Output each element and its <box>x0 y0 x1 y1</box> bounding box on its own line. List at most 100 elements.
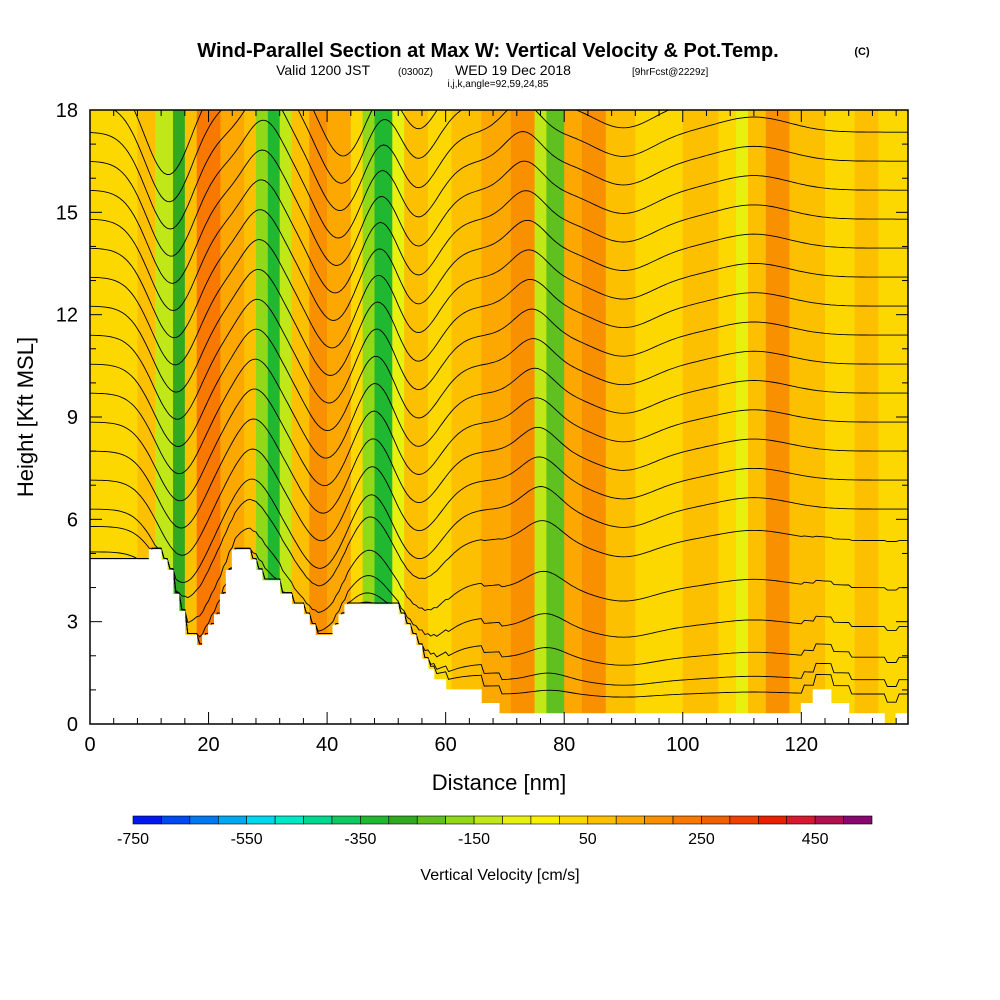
colorbar-swatch <box>303 815 333 825</box>
w-band-23 <box>534 110 547 724</box>
colorbar-swatch <box>502 815 532 825</box>
theta-contour-10 <box>90 358 908 475</box>
w-band-25 <box>564 110 583 724</box>
w-band-3 <box>172 110 186 724</box>
chart-title: Wind-Parallel Section at Max W: Vertical… <box>197 40 778 62</box>
theta-contour-15 <box>90 209 908 339</box>
colorbar-swatch <box>246 815 276 825</box>
w-band-32 <box>747 110 767 724</box>
y-tick-label: 18 <box>56 100 78 122</box>
terrain-mask <box>90 549 908 724</box>
w-band-19 <box>427 110 453 724</box>
colorbar-swatch <box>445 815 475 825</box>
chart-subtitle: Valid 1200 JST (0300Z) WED 19 Dec 2018 [… <box>276 62 708 78</box>
colorbar-swatch <box>843 815 873 825</box>
colorbar-swatch <box>587 815 617 825</box>
w-band-15 <box>362 110 376 724</box>
x-tick-label: 40 <box>316 734 338 756</box>
y-tick-label: 6 <box>67 509 78 531</box>
colorbar-swatch <box>132 815 162 825</box>
colorbar-swatch <box>388 815 418 825</box>
w-band-35 <box>825 110 856 724</box>
theta-contour-5 <box>90 498 908 599</box>
chart-title-mark: (C) <box>854 46 870 58</box>
colorbar-tick-label: -350 <box>344 831 376 848</box>
w-band-9 <box>267 110 281 724</box>
subtitle-date: WED 19 Dec 2018 <box>455 62 571 78</box>
w-band-36 <box>854 110 879 724</box>
colorbar-tick-label: 50 <box>579 831 597 848</box>
x-axis: 0 20 40 60 80 100 120 <box>84 110 897 756</box>
colorbar-swatch <box>644 815 674 825</box>
subtitle-valid-time: Valid 1200 JST <box>276 62 370 78</box>
w-band-21 <box>481 110 512 724</box>
y-axis-label: Height [Kft MSL] <box>13 337 38 497</box>
x-tick-label: 20 <box>197 734 219 756</box>
theta-contour-13 <box>90 268 908 393</box>
w-band-22 <box>510 110 536 724</box>
colorbar-swatch <box>530 815 560 825</box>
theta-contour-19 <box>90 110 908 230</box>
w-band-29 <box>682 110 719 724</box>
w-band-14 <box>350 110 364 724</box>
colorbar-swatch <box>701 815 731 825</box>
colorbar-swatch <box>331 815 361 825</box>
x-tick-label: 120 <box>785 734 818 756</box>
y-tick-label: 9 <box>67 407 78 429</box>
theta-contour-4 <box>90 527 908 624</box>
colorbar-swatch <box>416 815 446 825</box>
w-band-17 <box>392 110 405 724</box>
colorbar-swatch <box>729 815 759 825</box>
x-tick-label: 80 <box>553 734 575 756</box>
y-axis: 0 3 6 9 12 15 18 <box>56 100 908 736</box>
colorbar-swatch <box>786 815 816 825</box>
colorbar-swatch <box>814 815 844 825</box>
colorbar-tick-label: -550 <box>231 831 263 848</box>
theta-contour-16 <box>90 179 908 312</box>
theta-contour-9 <box>90 388 908 502</box>
w-band-31 <box>736 110 749 724</box>
subtitle-forecast: [9hrFcst@2229z] <box>632 67 709 78</box>
y-tick-label: 0 <box>67 714 78 736</box>
colorbar-swatch <box>189 815 219 825</box>
w-band-28 <box>635 110 684 724</box>
colorbar-tick-label: -750 <box>117 831 149 848</box>
x-axis-label: Distance [nm] <box>432 770 567 795</box>
w-band-26 <box>581 110 607 724</box>
colorbar-swatch <box>758 815 788 825</box>
x-tick-label: 100 <box>666 734 699 756</box>
w-band-30 <box>718 110 737 724</box>
subtitle-zulu: (0300Z) <box>398 67 433 78</box>
x-tick-label: 60 <box>435 734 457 756</box>
theta-contour-11 <box>90 328 908 447</box>
w-band-16 <box>374 110 393 724</box>
section-info: i,j,k,angle=92,59,24,85 <box>448 79 549 90</box>
colorbar-swatch <box>615 815 645 825</box>
colorbar-tick-label: 450 <box>802 831 829 848</box>
colorbar-tick-label: -150 <box>458 831 490 848</box>
w-band-34 <box>789 110 826 724</box>
theta-contour-8 <box>90 418 908 529</box>
w-band-33 <box>765 110 790 724</box>
x-tick-label: 0 <box>84 734 95 756</box>
y-tick-label: 3 <box>67 612 78 634</box>
colorbar-swatch <box>672 815 702 825</box>
colorbar-swatch <box>274 815 304 825</box>
y-tick-label: 15 <box>56 202 78 224</box>
colorbar-swatch <box>161 815 191 825</box>
w-band-27 <box>605 110 636 724</box>
w-band-4 <box>184 110 198 724</box>
w-band-12 <box>309 110 328 724</box>
theta-contour-12 <box>90 298 908 420</box>
theta-contour-17 <box>90 149 908 284</box>
colorbar-swatch <box>473 815 503 825</box>
theta-contour-7 <box>90 448 908 556</box>
theta-contour-6 <box>90 478 908 583</box>
colorbar-tick-label: 250 <box>688 831 715 848</box>
theta-contour-14 <box>90 239 908 366</box>
w-band-24 <box>546 110 565 724</box>
colorbar: -750 -550 -350 -150 50 250 450 <box>117 815 873 848</box>
plot-area <box>90 110 908 724</box>
w-band-18 <box>404 110 429 724</box>
